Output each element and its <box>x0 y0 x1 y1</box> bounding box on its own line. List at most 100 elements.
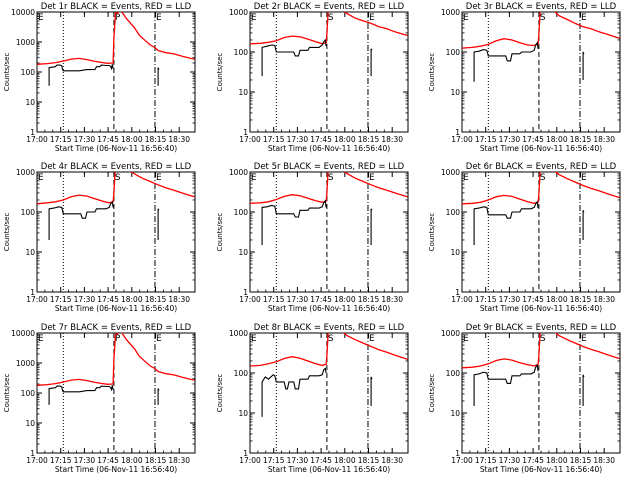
series-group <box>250 333 408 417</box>
x-axis-label: Start Time (06-Nov-11 16:56:40) <box>480 465 602 474</box>
y-tick-label: 1000 <box>16 359 35 368</box>
x-tick-label: 17:45 <box>522 456 544 465</box>
x-axis-label: Start Time (06-Nov-11 16:56:40) <box>268 144 390 153</box>
x-axis-label: Start Time (06-Nov-11 16:56:40) <box>480 144 602 153</box>
x-tick-label: 17:15 <box>475 456 497 465</box>
x-tick-label: 17:00 <box>451 456 473 465</box>
corner-marker-label: E <box>463 334 469 344</box>
x-tick-label: 17:45 <box>522 295 544 304</box>
events-series-line <box>582 210 585 240</box>
panel-title: Det 7r BLACK = Events, RED = LLD <box>41 323 192 333</box>
y-tick-label: 100 <box>21 68 36 77</box>
x-tick-label: 18:30 <box>593 295 615 304</box>
x-tick-label: 17:45 <box>97 295 119 304</box>
events-series-line <box>157 388 160 405</box>
x-tick-label: 18:00 <box>546 295 568 304</box>
y-tick-label: 10 <box>450 409 460 418</box>
panel-det-1: Det 1r BLACK = Events, RED = LLD 1 10 100 10… <box>3 2 196 153</box>
x-tick-label: 18:15 <box>358 456 380 465</box>
time-marker-label: E <box>581 334 587 344</box>
x-tick-label: 17:15 <box>50 295 72 304</box>
events-series-line <box>261 199 327 245</box>
x-tick-label: 17:00 <box>26 295 48 304</box>
panel-det-4: Det 4r BLACK = Events, RED = LLD 1 10 100 10… <box>3 162 196 313</box>
x-tick-label: 18:30 <box>593 135 615 144</box>
time-marker-label: S <box>540 173 546 183</box>
y-tick-label: 10 <box>25 248 35 257</box>
time-marker-label: E <box>156 173 162 183</box>
lld-series-line <box>37 12 195 65</box>
panel-det-6: Det 6r BLACK = Events, RED = LLD 1 10 100 10… <box>428 162 621 313</box>
series-group <box>250 172 408 245</box>
panel-title: Det 6r BLACK = Events, RED = LLD <box>466 162 617 172</box>
time-marker-label: S <box>540 334 546 344</box>
corner-marker-label: E <box>463 13 469 23</box>
events-series-line <box>261 38 327 77</box>
y-tick-label: 1000 <box>229 8 248 17</box>
events-series-line <box>582 374 585 406</box>
time-marker-label: S <box>115 173 121 183</box>
y-tick-label: 10 <box>25 98 35 107</box>
corner-marker-label: E <box>38 13 44 23</box>
x-tick-label: 17:00 <box>26 456 48 465</box>
series-group <box>37 333 195 405</box>
panel-title: Det 5r BLACK = Events, RED = LLD <box>254 162 405 172</box>
plot-frame <box>36 332 196 454</box>
time-marker-label: E <box>369 334 375 344</box>
panel-det-9: Det 9r BLACK = Events, RED = LLD 1 10 100 10… <box>428 323 621 474</box>
y-axis-label: Counts/sec <box>216 53 224 92</box>
x-axis-label: Start Time (06-Nov-11 16:56:40) <box>268 465 390 474</box>
x-tick-label: 18:00 <box>121 295 143 304</box>
x-tick-label: 18:30 <box>168 135 190 144</box>
x-tick-label: 17:00 <box>451 135 473 144</box>
y-axis-label: Counts/sec <box>428 213 436 252</box>
time-marker-label: E <box>369 173 375 183</box>
x-tick-label: 17:30 <box>287 456 309 465</box>
series-group <box>462 172 620 245</box>
x-tick-label: 18:00 <box>334 456 356 465</box>
y-tick-label: 1000 <box>441 329 460 338</box>
y-tick-label: 1 <box>30 128 35 137</box>
y-tick-label: 10 <box>238 88 248 97</box>
y-tick-label: 10 <box>450 88 460 97</box>
x-tick-label: 17:15 <box>475 295 497 304</box>
panel-title: Det 2r BLACK = Events, RED = LLD <box>254 2 405 12</box>
y-tick-label: 1 <box>30 449 35 458</box>
x-tick-label: 17:00 <box>26 135 48 144</box>
x-tick-label: 17:15 <box>263 135 285 144</box>
time-marker-label: P <box>115 334 121 344</box>
x-tick-label: 18:30 <box>168 456 190 465</box>
x-tick-label: 17:45 <box>310 295 332 304</box>
panel-det-5: Det 5r BLACK = Events, RED = LLD 1 10 100 10… <box>216 162 409 313</box>
y-axis-label: Counts/sec <box>216 213 224 252</box>
x-tick-label: 17:30 <box>499 295 521 304</box>
x-tick-label: 18:00 <box>334 295 356 304</box>
x-tick-label: 18:30 <box>381 295 403 304</box>
lld-series-line <box>37 172 195 205</box>
panel-title: Det 4r BLACK = Events, RED = LLD <box>41 162 192 172</box>
lld-series-line <box>250 172 408 204</box>
x-tick-label: 18:00 <box>121 456 143 465</box>
x-tick-label: 17:00 <box>239 456 261 465</box>
y-tick-label: 1000 <box>441 8 460 17</box>
y-tick-label: 1000 <box>16 38 35 47</box>
x-tick-label: 17:15 <box>50 135 72 144</box>
y-tick-label: 10000 <box>11 8 35 17</box>
x-tick-label: 17:30 <box>287 295 309 304</box>
time-marker-label: S <box>328 13 334 23</box>
lld-series-line <box>250 12 408 45</box>
time-marker-label: P <box>115 13 121 23</box>
events-series-line <box>370 208 373 245</box>
corner-marker-label: E <box>38 173 44 183</box>
lld-series-line <box>250 333 408 367</box>
y-axis-label: Counts/sec <box>3 53 11 92</box>
x-tick-label: 18:00 <box>121 135 143 144</box>
y-tick-label: 10 <box>238 248 248 257</box>
y-axis-label: Counts/sec <box>3 213 11 252</box>
time-marker-label: E <box>156 334 162 344</box>
events-series-line <box>370 376 373 406</box>
x-tick-label: 17:45 <box>310 456 332 465</box>
y-tick-label: 100 <box>21 389 36 398</box>
x-tick-label: 18:00 <box>546 456 568 465</box>
corner-marker-label: E <box>251 173 257 183</box>
